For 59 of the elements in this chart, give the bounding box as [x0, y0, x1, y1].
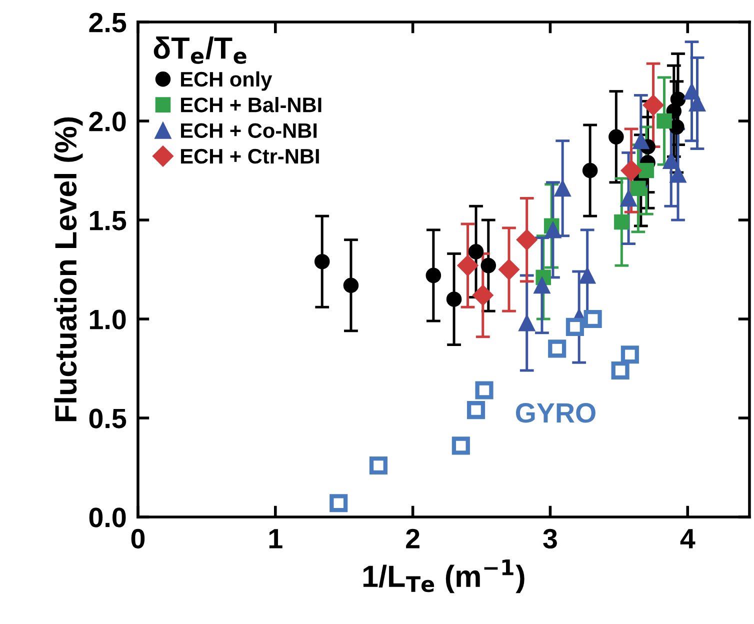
y-tick-label: 0.0: [89, 508, 126, 528]
point: [620, 346, 639, 364]
point: [544, 222, 562, 238]
point: [446, 292, 462, 307]
y-tick-label: 0.5: [89, 408, 126, 428]
point: [534, 277, 550, 294]
point: [468, 244, 484, 260]
point: [582, 162, 598, 178]
point: [498, 258, 520, 280]
legend-label: ECH only: [181, 71, 272, 91]
point: [608, 129, 624, 144]
x-tick-label: 4: [680, 529, 696, 548]
x-tick-label: 1: [269, 529, 282, 548]
point: [620, 160, 642, 182]
point: [683, 82, 700, 100]
point: [670, 166, 686, 183]
y-tick-label: 1.0: [90, 310, 126, 330]
point: [518, 314, 536, 332]
point: [630, 180, 646, 196]
legend-label: ECH + Bal-NBI: [181, 97, 322, 112]
point: [611, 361, 630, 380]
series-label: GYRO: [516, 403, 596, 423]
x-tick-label: 0: [131, 528, 145, 548]
point: [472, 284, 494, 306]
legend-title: δT$_{e}$/T$_{e}$: [154, 36, 246, 64]
legend-label: ECH + Ctr-NBI: [181, 148, 319, 164]
point: [314, 254, 330, 270]
point: [662, 152, 680, 169]
x-tick-label: 2: [406, 528, 420, 548]
x-tick-label: 3: [543, 528, 557, 549]
x-axis-title: 1/L$_{Te}$ (m$^{−1}$): [363, 560, 524, 594]
point: [638, 162, 654, 178]
point: [620, 190, 637, 207]
point: [632, 132, 650, 150]
point: [548, 340, 566, 358]
point: [578, 267, 596, 284]
y-tick-label: 2.5: [89, 12, 126, 32]
point: [466, 401, 486, 420]
point: [566, 318, 584, 336]
y-tick-label: 1.5: [90, 210, 126, 230]
point: [475, 381, 494, 400]
point: [642, 94, 664, 116]
legend-label: ECH + Co-NBI: [181, 123, 317, 138]
point: [614, 214, 630, 230]
point: [480, 258, 496, 274]
point: [656, 113, 672, 129]
point: [330, 494, 348, 512]
point: [669, 119, 684, 135]
y-tick-label: 2.0: [89, 112, 126, 132]
point: [670, 92, 686, 107]
point: [343, 278, 359, 293]
point: [457, 255, 478, 276]
point: [584, 310, 602, 328]
y-axis-title: Fluctuation Level (%): [54, 117, 83, 422]
point: [452, 436, 470, 455]
point: [426, 268, 442, 284]
point: [369, 456, 388, 475]
point: [516, 229, 538, 250]
point: [554, 180, 571, 197]
